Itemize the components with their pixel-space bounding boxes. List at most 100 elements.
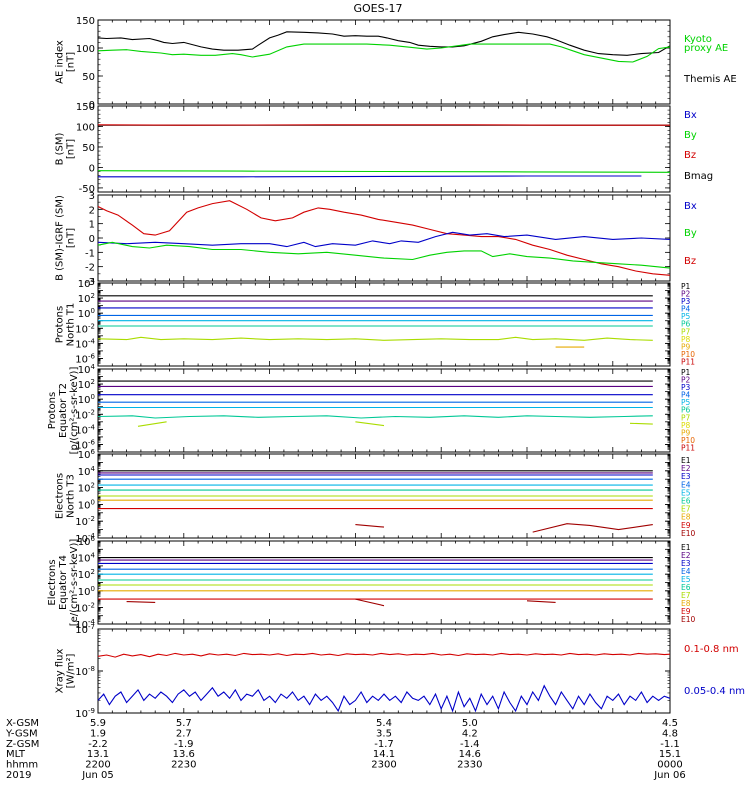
y-axis-label: [nT] bbox=[66, 52, 77, 72]
x-row-value: 5.9 bbox=[90, 718, 106, 729]
y-tick-label: 10-2 bbox=[75, 322, 95, 335]
x-row-value: 14.1 bbox=[373, 749, 395, 760]
x-row-value: 4.8 bbox=[662, 728, 678, 739]
x-row-label: MLT bbox=[6, 749, 26, 760]
legend-item: E1 bbox=[681, 543, 691, 552]
y-tick-label: 102 bbox=[78, 568, 95, 581]
x-row-value: 2.7 bbox=[176, 728, 192, 739]
legend-item: P4 bbox=[681, 305, 691, 314]
legend-item: Kyoto bbox=[684, 34, 712, 45]
x-axis-table: X-GSM 5.9 5.7 5.4 5.0 4.5 Y-GSM 1.9 2.7 3.5 4.2 4.8… bbox=[5, 718, 686, 781]
y-tick-label: 50 bbox=[82, 143, 95, 154]
legend-item: E10 bbox=[681, 529, 696, 538]
panel-frame-bigrf bbox=[97, 194, 671, 282]
series-pe-p7a bbox=[137, 421, 167, 427]
x-row-value: 1.9 bbox=[90, 728, 106, 739]
y-tick-label: 0 bbox=[89, 234, 95, 245]
series-xray-0-1-0-8-nm bbox=[97, 652, 671, 658]
y-tick-label: 104 bbox=[78, 465, 96, 478]
x-row-label: X-GSM bbox=[6, 718, 39, 729]
legend-item: P10 bbox=[681, 436, 695, 445]
legend-item: E7 bbox=[681, 505, 691, 514]
legend-item: By bbox=[684, 228, 697, 239]
y-tick-label: 10-9 bbox=[75, 707, 95, 720]
y-tick-label: 100 bbox=[78, 585, 95, 598]
x-row-value: 2230 bbox=[171, 760, 196, 771]
y-tick-label: 10-4 bbox=[75, 532, 95, 545]
y-tick-label: 10-2 bbox=[75, 601, 95, 614]
y-tick-label: 0 bbox=[89, 163, 95, 174]
x-row-value: 3.5 bbox=[376, 728, 392, 739]
legend-item: E5 bbox=[681, 575, 691, 584]
series-ee-e10a bbox=[126, 601, 156, 603]
x-row-label: 2019 bbox=[6, 770, 31, 781]
series-bsm-by bbox=[97, 170, 671, 173]
y-tick-label: -3 bbox=[85, 277, 95, 288]
y-tick-label: 102 bbox=[78, 378, 95, 391]
x-row-value: 14.6 bbox=[459, 749, 481, 760]
series-bigrf-by bbox=[97, 241, 671, 269]
x-row-value: 5.4 bbox=[376, 718, 392, 729]
panel-pn: 10-6 10-4 10-2 100 102 104 Protons North T1 P1P2… bbox=[55, 277, 695, 367]
legend-item: P7 bbox=[681, 327, 691, 336]
y-tick-label: 10-4 bbox=[75, 618, 95, 631]
legend-item: P9 bbox=[681, 342, 691, 351]
legend-item: E4 bbox=[681, 480, 691, 489]
y-tick-label: -50 bbox=[79, 184, 95, 195]
y-tick-label: 100 bbox=[76, 122, 95, 133]
y-axis-label: North T1 bbox=[66, 303, 77, 347]
panel-xray: 10-9 10-8 10-7 Xray flux [W/m²] 0.1-0.8 nm 0.0… bbox=[55, 623, 746, 720]
y-tick-label: 3 bbox=[89, 191, 95, 202]
legend-item: P10 bbox=[681, 350, 695, 359]
legend-item: Bz bbox=[684, 150, 696, 161]
legend-item: Bx bbox=[684, 201, 697, 212]
panel-frame-ee bbox=[97, 540, 671, 625]
legend-item: P5 bbox=[681, 398, 691, 407]
legend-item: proxy AE bbox=[684, 43, 728, 54]
x-row-value: 4.2 bbox=[462, 728, 478, 739]
y-tick-label: 150 bbox=[76, 16, 95, 27]
y-tick-label: 0 bbox=[89, 100, 95, 111]
y-tick-label: 10-2 bbox=[75, 515, 95, 528]
panel-pe: 10-6 10-4 10-2 100 102 104 Protons Equator T2 [p… bbox=[47, 363, 695, 454]
legend-item: P6 bbox=[681, 320, 691, 329]
y-tick-label: 100 bbox=[78, 307, 95, 320]
x-row-value: 13.1 bbox=[87, 749, 109, 760]
y-axis-label: AE index bbox=[55, 40, 66, 84]
legend-item: E7 bbox=[681, 591, 691, 600]
y-tick-label: 102 bbox=[78, 482, 95, 495]
x-row-value: 5.7 bbox=[176, 718, 192, 729]
x-row-label: Y-GSM bbox=[5, 728, 38, 739]
y-tick-label: 10-6 bbox=[75, 438, 95, 451]
legend-item: E10 bbox=[681, 615, 696, 624]
legend-item: P2 bbox=[681, 290, 691, 299]
x-row-value: Jun 06 bbox=[653, 770, 686, 781]
y-axis-label: Xray flux bbox=[55, 649, 66, 694]
legend-item: By bbox=[684, 130, 697, 141]
x-row-value: 5.0 bbox=[462, 718, 478, 729]
y-tick-label: 10-2 bbox=[75, 408, 95, 421]
y-axis-label: Electrons bbox=[55, 473, 66, 519]
x-row-value: -2.2 bbox=[88, 739, 108, 750]
panel-bigrf: -3 -2 -1 0 1 2 3 B (SM)-IGRF (SM) [nT] Bx By Bz bbox=[55, 191, 697, 288]
legend-item: Themis AE bbox=[683, 74, 737, 85]
series-pe-p6 bbox=[97, 415, 653, 419]
legend-item: Bmag bbox=[684, 171, 713, 182]
legend-item: E9 bbox=[681, 607, 691, 616]
x-row-value: -1.9 bbox=[174, 739, 194, 750]
legend-item: E4 bbox=[681, 567, 691, 576]
y-axis-label: Equator T2 bbox=[58, 383, 69, 438]
y-tick-label: 100 bbox=[76, 44, 95, 55]
y-axis-label: Equator T4 bbox=[58, 555, 69, 610]
y-axis-label: [nT] bbox=[66, 139, 77, 159]
legend-item: P9 bbox=[681, 428, 691, 437]
legend-item: P3 bbox=[681, 383, 691, 392]
y-tick-label: 1 bbox=[89, 220, 95, 231]
legend-item: E6 bbox=[681, 497, 691, 506]
legend-item: P7 bbox=[681, 413, 691, 422]
y-axis-label: North T3 bbox=[66, 474, 77, 518]
legend-item: E2 bbox=[681, 464, 691, 473]
x-row-value: 0000 bbox=[657, 760, 682, 771]
x-row-value: 2300 bbox=[371, 760, 396, 771]
